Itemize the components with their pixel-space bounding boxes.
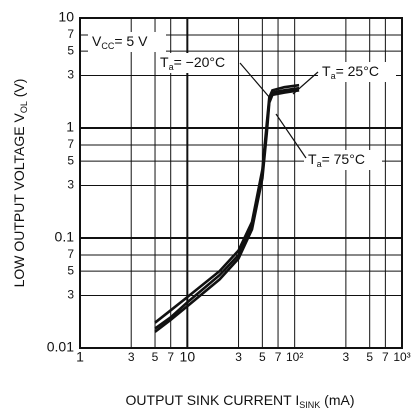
x-tick-label: 10² (286, 350, 303, 364)
annotation: VCC= 5 V (92, 33, 148, 52)
label-bg (88, 32, 166, 52)
y-axis-label-part: OL (19, 101, 29, 113)
y-tick-label: 3 (67, 178, 74, 192)
annotation-part: V (92, 33, 102, 49)
label-bg (318, 62, 396, 82)
y-axis-label-part: LOW OUTPUT VOLTAGE V (11, 113, 27, 288)
leader-line (292, 71, 319, 95)
annotation-part: T (322, 63, 331, 79)
leader-line (239, 62, 271, 99)
y-axis-label: LOW OUTPUT VOLTAGE VOL (V) (11, 79, 30, 288)
annotation: Ta= −20°C (160, 54, 225, 73)
annotation-part: a (169, 62, 174, 72)
annotation-part: CC (101, 41, 114, 51)
x-axis-label-part: SINK (299, 400, 320, 410)
y-tick-label: 1 (66, 119, 74, 135)
x-tick-label: 10³ (393, 350, 410, 364)
y-tick-label: 5 (67, 263, 74, 277)
y-tick-label: 7 (67, 247, 74, 261)
x-tick-label: 7 (167, 350, 174, 364)
x-tick-label: 3 (235, 350, 242, 364)
y-tick-label: 0.1 (55, 229, 75, 245)
x-tick-label: 5 (259, 350, 266, 364)
annotation: Ta= 75°C (308, 151, 365, 170)
annotation-part: a (331, 71, 336, 81)
x-tick-label: 3 (128, 350, 135, 364)
y-tick-label: 0.01 (47, 339, 74, 355)
y-tick-label: 3 (67, 68, 74, 82)
annotation-part: = 25°C (336, 63, 379, 79)
x-tick-label: 5 (366, 350, 373, 364)
y-tick-label: 7 (67, 137, 74, 151)
annotation-part: T (308, 151, 317, 167)
annotation: Ta= 25°C (322, 63, 379, 82)
y-tick-label: 3 (67, 288, 74, 302)
annotation-part: = 5 V (114, 33, 148, 49)
x-axis-label-part: (mA) (320, 392, 354, 408)
x-tick-label: 7 (382, 350, 389, 364)
annotation-part: = 75°C (322, 151, 365, 167)
annotation-part: = −20°C (174, 54, 226, 70)
x-tick-label: 7 (275, 350, 282, 364)
y-tick-label: 5 (67, 153, 74, 167)
label-bg (304, 150, 382, 170)
y-tick-label: 5 (67, 43, 74, 57)
leader-line (275, 113, 307, 159)
data-line (154, 83, 300, 324)
y-tick-label: 7 (67, 27, 74, 41)
x-axis-label: OUTPUT SINK CURRENT ISINK (mA) (126, 392, 355, 411)
y-tick-label: 10 (58, 9, 74, 25)
annotation-part: T (160, 54, 169, 70)
x-tick-label: 1 (76, 349, 84, 365)
x-tick-label: 5 (152, 350, 159, 364)
label-bg (156, 53, 234, 73)
annotation-part: a (317, 159, 322, 169)
x-tick-label: 10 (180, 349, 196, 365)
x-tick-label: 3 (343, 350, 350, 364)
data-line (154, 86, 300, 330)
x-axis-label-part: OUTPUT SINK CURRENT I (126, 392, 300, 408)
y-axis-label-part: (V) (11, 79, 27, 102)
